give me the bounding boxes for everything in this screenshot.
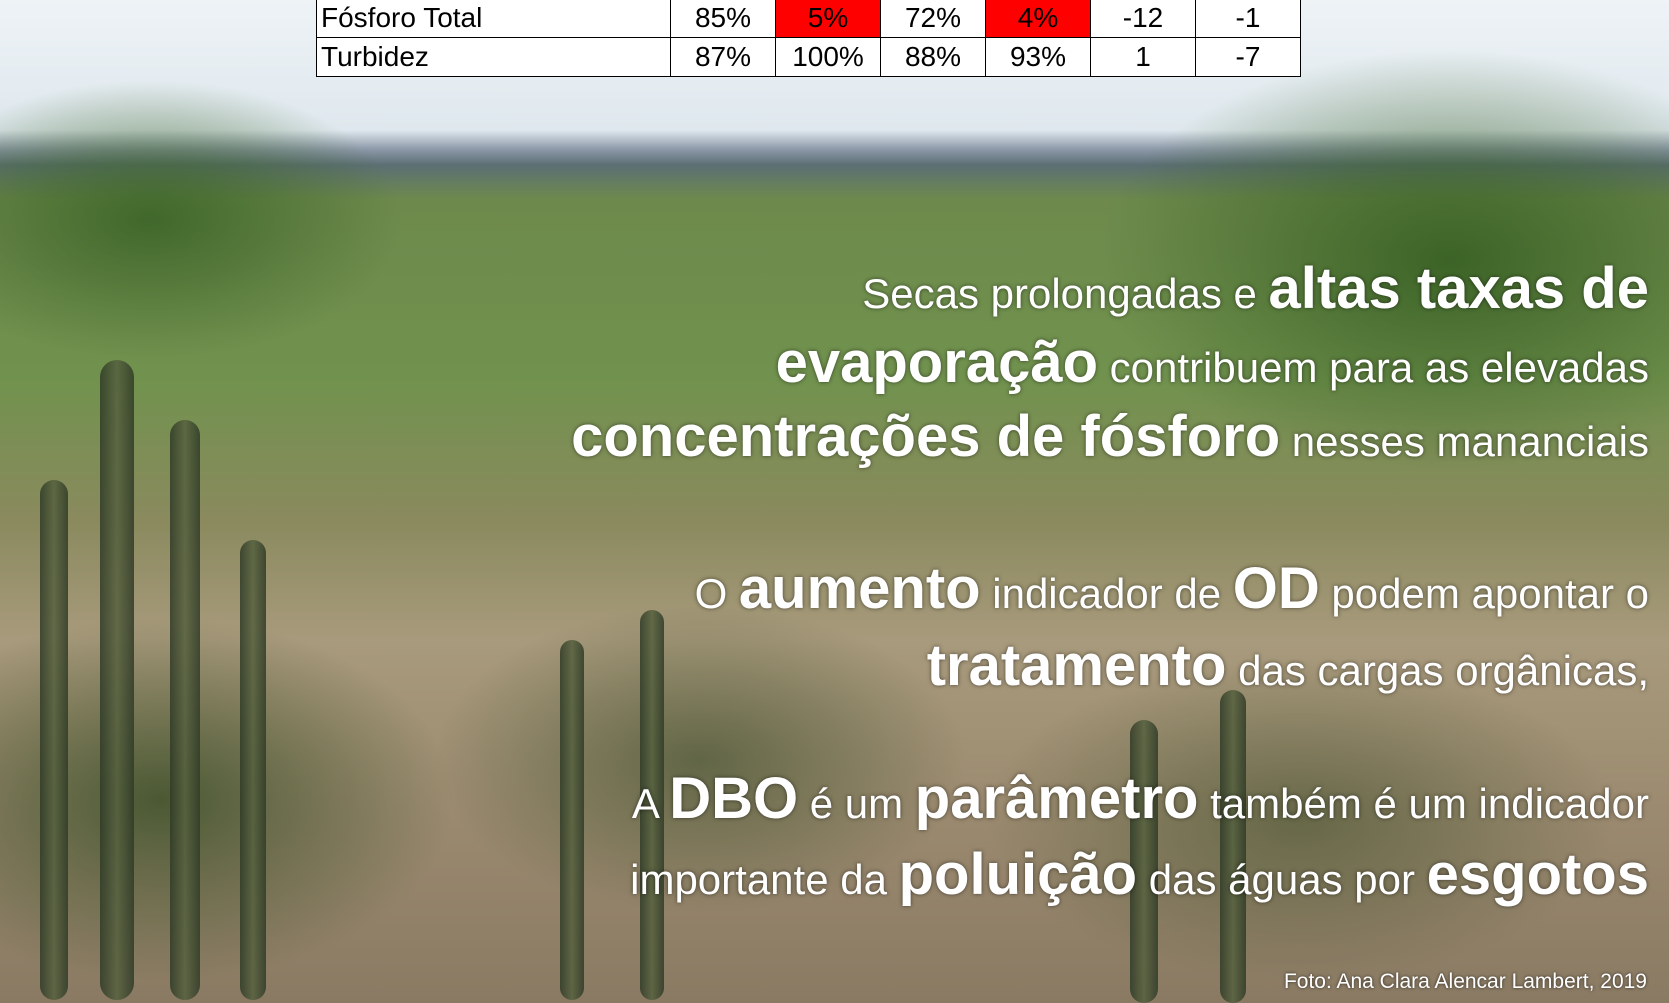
text: podem apontar o: [1320, 570, 1649, 617]
photo-credit: Foto: Ana Clara Alencar Lambert, 2019: [1284, 970, 1647, 994]
table-cell: Turbidez: [317, 38, 671, 77]
table-cell: -12: [1091, 0, 1196, 38]
text-line: evaporação contribuem para as elevadas: [776, 334, 1649, 392]
table-cell: 5%: [776, 0, 881, 38]
text: é um: [798, 780, 915, 827]
text: O: [695, 570, 739, 617]
table-cell: 4%: [986, 0, 1091, 38]
text-bold: evaporação: [776, 330, 1098, 395]
table-row: Fósforo Total 85% 5% 72% 4% -12 -1: [317, 0, 1301, 38]
table-row: Turbidez 87% 100% 88% 93% 1 -7: [317, 38, 1301, 77]
text-line: A DBO é um parâmetro também é um indicad…: [632, 770, 1649, 828]
text: importante da: [630, 856, 899, 903]
text-bold: OD: [1233, 556, 1320, 621]
text: contribuem para as elevadas: [1098, 344, 1649, 391]
text: indicador de: [981, 570, 1233, 617]
text: nesses mananciais: [1280, 418, 1649, 465]
table-cell: 100%: [776, 38, 881, 77]
table-cell: -7: [1196, 38, 1301, 77]
text-bold: parâmetro: [915, 766, 1199, 831]
table-cell: 87%: [671, 38, 776, 77]
table-cell: 88%: [881, 38, 986, 77]
text: também é um indicador: [1198, 780, 1649, 827]
text-line: Secas prolongadas e altas taxas de: [862, 260, 1649, 318]
text-bold: poluição: [899, 842, 1137, 907]
text-line: importante da poluição das águas por esg…: [630, 846, 1649, 904]
slide: Fósforo Total 85% 5% 72% 4% -12 -1 Turbi…: [0, 0, 1669, 1003]
table-cell: 93%: [986, 38, 1091, 77]
text: Secas prolongadas e: [862, 270, 1268, 317]
text-bold: altas taxas de: [1269, 256, 1649, 321]
text-line: tratamento das cargas orgânicas,: [927, 637, 1649, 695]
photo-shape: [40, 480, 68, 1000]
text-line: concentrações de fósforo nesses manancia…: [571, 408, 1649, 466]
table-cell: 72%: [881, 0, 986, 38]
text-bold: concentrações de fósforo: [571, 404, 1280, 469]
photo-shape: [560, 640, 584, 1000]
data-table: Fósforo Total 85% 5% 72% 4% -12 -1 Turbi…: [316, 0, 1301, 77]
text-bold: esgotos: [1427, 842, 1649, 907]
text: das cargas orgânicas,: [1226, 647, 1649, 694]
table-cell: 1: [1091, 38, 1196, 77]
text-bold: DBO: [669, 766, 798, 831]
text-bold: aumento: [739, 556, 981, 621]
table-cell: 85%: [671, 0, 776, 38]
table-cell: -1: [1196, 0, 1301, 38]
text-line: O aumento indicador de OD podem apontar …: [695, 560, 1649, 618]
table-cell: Fósforo Total: [317, 0, 671, 38]
text: das águas por: [1137, 856, 1427, 903]
photo-shape: [240, 540, 266, 1000]
photo-shape: [100, 360, 134, 1000]
text: A: [632, 780, 669, 827]
text-bold: tratamento: [927, 633, 1227, 698]
photo-shape: [170, 420, 200, 1000]
